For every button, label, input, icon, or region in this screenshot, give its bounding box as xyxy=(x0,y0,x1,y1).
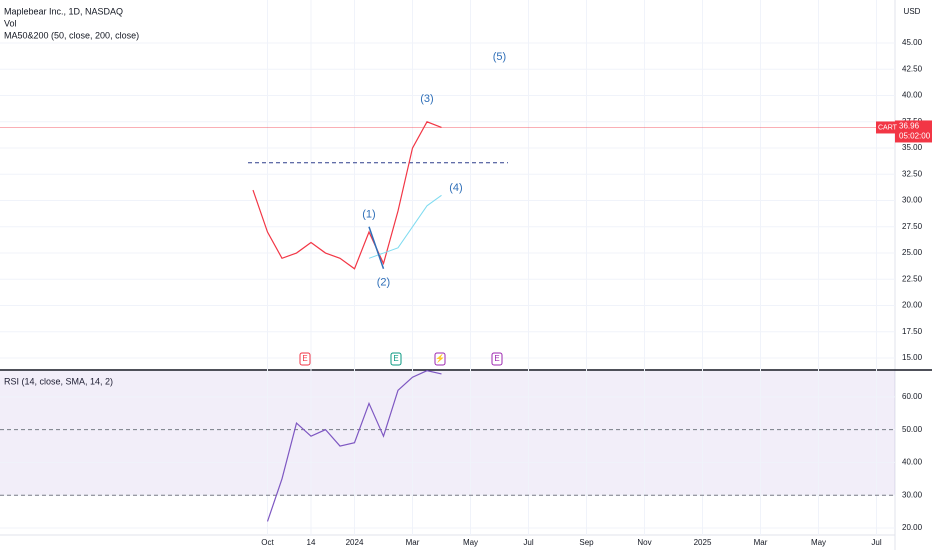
event-icon xyxy=(299,352,311,366)
event-label: E xyxy=(494,354,499,363)
ma-line xyxy=(368,194,442,259)
y-tick-label: 35.00 xyxy=(902,143,923,152)
y-tick-label: 27.50 xyxy=(902,222,923,231)
price-box xyxy=(895,120,932,143)
event-label: E xyxy=(302,354,307,363)
x-tick-label: 2025 xyxy=(694,538,712,547)
y-tick-label: 32.50 xyxy=(902,169,923,178)
currency[interactable]: USD xyxy=(904,7,921,16)
indicator-label: MA50&200 (50, close, 200, close) xyxy=(4,30,139,40)
x-tick-label: Mar xyxy=(406,538,420,547)
wave-label: (3) xyxy=(420,93,433,105)
y-tick-label: 40.00 xyxy=(902,91,923,100)
y-tick-label: 30.00 xyxy=(902,490,923,499)
y-tick-label: 25.00 xyxy=(902,248,923,257)
event-icon xyxy=(491,352,503,366)
price-line xyxy=(252,121,442,270)
price-label: 36.96 xyxy=(899,122,920,131)
volume-label: Vol xyxy=(4,18,17,28)
y-tick-label: 60.00 xyxy=(902,392,923,401)
y-tick-label: 15.00 xyxy=(902,353,923,362)
y-tick-label: 45.00 xyxy=(902,38,923,47)
rsi-label: RSI (14, close, SMA, 14, 2) xyxy=(4,376,113,386)
y-tick-label: 50.00 xyxy=(902,425,923,434)
y-tick-label: 40.00 xyxy=(902,458,923,467)
ticker: CART xyxy=(878,124,898,131)
event-icon xyxy=(434,352,446,366)
event-icon xyxy=(390,352,402,366)
x-tick-label: 14 xyxy=(307,538,316,547)
wave-label: (5) xyxy=(493,51,506,63)
x-tick-label: Nov xyxy=(637,538,651,547)
y-tick-label: 30.00 xyxy=(902,196,923,205)
y-tick-label: 17.50 xyxy=(902,327,923,336)
x-tick-label: 2024 xyxy=(346,538,364,547)
title: Maplebear Inc., 1D, NASDAQ xyxy=(4,6,123,16)
wave-label: (2) xyxy=(377,277,390,289)
x-tick-label: May xyxy=(463,538,478,547)
x-tick-label: May xyxy=(811,538,826,547)
x-tick-label: Jul xyxy=(871,538,881,547)
y-tick-label: 22.50 xyxy=(902,274,923,283)
x-tick-label: Mar xyxy=(754,538,768,547)
y-tick-label: 20.00 xyxy=(902,523,923,532)
x-tick-label: Sep xyxy=(579,538,594,547)
y-tick-label: 42.50 xyxy=(902,64,923,73)
countdown: 05:02:00 xyxy=(899,132,931,141)
wave-label: (1) xyxy=(362,209,375,221)
ticker-box xyxy=(876,121,895,134)
event-label: E xyxy=(393,354,398,363)
wave-label: (4) xyxy=(449,182,462,194)
x-tick-label: Jul xyxy=(523,538,533,547)
x-tick-label: Oct xyxy=(261,538,274,547)
rsi-band xyxy=(0,371,895,496)
y-tick-label: 20.00 xyxy=(902,301,923,310)
event-label: ⚡ xyxy=(435,353,445,363)
price-line xyxy=(266,370,442,522)
